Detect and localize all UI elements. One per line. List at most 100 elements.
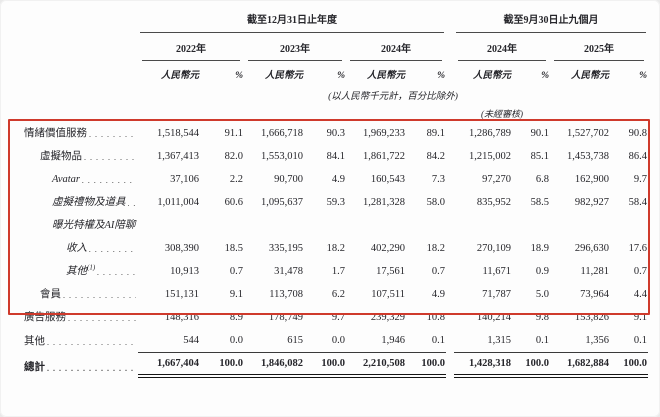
col-currency: 人民幣元: [570, 71, 609, 81]
table-row: 情緒價值服務 1,518,544 91.1 1,666,718 90.3 1,969,23…: [12, 122, 648, 145]
amount-cell: 73,964: [580, 289, 609, 300]
amount-cell: 1,011,004: [157, 197, 199, 208]
amount-cell: 1,969,233: [363, 128, 405, 139]
percent-cell: 10.8: [426, 312, 445, 323]
amount-cell: 1,281,328: [363, 197, 405, 208]
percent-cell: 9.1: [633, 312, 647, 323]
table-body: 情緒價值服務 1,518,544 91.1 1,666,718 90.3 1,969,23…: [12, 122, 648, 381]
table-row: 虛擬物品 1,367,413 82.0 1,553,010 84.1 1,861,722 8…: [12, 145, 648, 168]
amount-cell: 239,329: [370, 312, 405, 323]
percent-cell: 89.1: [426, 128, 445, 139]
amount-cell: 140,214: [476, 312, 511, 323]
amount-cell: 151,131: [164, 289, 199, 300]
amount-cell: 153,826: [574, 312, 609, 323]
year-2023: 2023年: [248, 39, 342, 61]
percent-cell: 0.0: [200, 329, 244, 353]
percent-cell: 18.9: [530, 243, 549, 254]
amount-cell: 1,667,404: [138, 354, 200, 378]
amount-cell: 1,527,702: [567, 128, 609, 139]
table-header-groups: 截至12月31日止年度 截至9月30日止九個月: [12, 10, 648, 33]
row-label: 廣告服務: [12, 306, 138, 329]
amount-cell: 835,952: [476, 197, 511, 208]
table-row: 虛擬禮物及道具 1,011,004 60.6 1,095,637 59.3 1,281,3…: [12, 191, 648, 214]
table-header-years: 2022年 2023年 2024年 2024年 2025年: [12, 39, 648, 61]
amount-cell: 17,561: [376, 266, 405, 277]
year-2025-interim: 2025年: [554, 39, 644, 61]
amount-cell: 160,543: [370, 174, 405, 185]
table-row: 廣告服務 148,316 8.9 178,749 9.7 239,329 10.8 140,2…: [12, 306, 648, 329]
header-group-interim: 截至9月30日止九個月: [456, 10, 646, 33]
units-note: (以人民幣千元計，百分比除外): [328, 92, 458, 102]
dot-leader: [47, 356, 136, 379]
percent-cell: 0.1: [406, 329, 446, 353]
percent-cell: 82.0: [224, 151, 243, 162]
row-label: 總計: [12, 356, 138, 379]
amount-cell: 1,846,082: [244, 354, 304, 378]
amount-cell: 11,281: [580, 266, 610, 277]
amount-cell: 31,478: [274, 266, 303, 277]
percent-cell: 0.9: [535, 266, 549, 277]
percent-cell: 4.9: [431, 289, 445, 300]
percent-cell: 9.8: [535, 312, 549, 323]
percent-cell: 59.3: [326, 197, 345, 208]
percent-cell: 0.1: [512, 329, 550, 353]
amount-cell: 1,367,413: [157, 151, 199, 162]
amount-cell: 37,106: [170, 174, 199, 185]
row-label: 虛擬禮物及道具: [12, 191, 138, 214]
units-note-row: (以人民幣千元計，百分比除外): [12, 85, 648, 107]
percent-cell: 2.2: [229, 174, 243, 185]
col-percent: %: [235, 71, 243, 81]
percent-cell: 4.4: [633, 289, 647, 300]
percent-cell: 100.0: [610, 354, 648, 378]
table-row: 曝光特權及AI陪聊: [12, 214, 648, 237]
row-label: 其他(1): [12, 260, 138, 283]
percent-cell: 5.0: [535, 289, 549, 300]
percent-cell: 7.3: [431, 174, 445, 185]
row-label: 曝光特權及AI陪聊: [52, 220, 136, 231]
percent-cell: 84.2: [426, 151, 445, 162]
percent-cell: 18.5: [224, 243, 243, 254]
dot-leader: [82, 168, 136, 191]
percent-cell: 58.4: [628, 197, 647, 208]
amount-cell: 1,946: [346, 329, 406, 353]
header-group-annual: 截至12月31日止年度: [140, 10, 444, 33]
percent-cell: 17.6: [628, 243, 647, 254]
table-row: 收入 308,390 18.5 335,195 18.2 402,290 18.2 270,1…: [12, 237, 648, 260]
amount-cell: 1,428,318: [454, 354, 512, 378]
table-row: 會員 151,131 9.1 113,708 6.2 107,511 4.9 71,787 5.…: [12, 283, 648, 306]
percent-cell: 0.7: [633, 266, 647, 277]
row-label: 虛擬物品: [12, 145, 138, 168]
table-row: Avatar 37,106 2.2 90,700 4.9 160,543 7.3 97,270…: [12, 168, 648, 191]
amount-cell: 11,671: [482, 266, 512, 277]
percent-cell: 6.2: [331, 289, 345, 300]
year-2024-interim: 2024年: [458, 39, 546, 61]
col-currency: 人民幣元: [160, 71, 199, 81]
amount-cell: 615: [244, 329, 304, 353]
amount-cell: 982,927: [574, 197, 609, 208]
amount-cell: 1,095,637: [261, 197, 303, 208]
year-2022: 2022年: [142, 39, 240, 61]
percent-cell: 100.0: [200, 354, 244, 378]
percent-cell: 90.3: [326, 128, 345, 139]
percent-cell: 18.2: [426, 243, 445, 254]
amount-cell: 90,700: [274, 174, 303, 185]
percent-cell: 4.9: [331, 174, 345, 185]
percent-cell: 100.0: [304, 354, 346, 378]
amount-cell: 113,708: [269, 289, 303, 300]
row-label: 會員: [12, 283, 138, 306]
amount-cell: 1,861,722: [363, 151, 405, 162]
dot-leader: [68, 306, 136, 329]
amount-cell: 71,787: [482, 289, 511, 300]
percent-cell: 58.0: [426, 197, 445, 208]
amount-cell: 148,316: [164, 312, 199, 323]
row-label: 情緒價值服務: [12, 122, 138, 145]
amount-cell: 1,553,010: [261, 151, 303, 162]
amount-cell: 178,749: [268, 312, 303, 323]
dot-leader: [128, 191, 137, 214]
percent-cell: 85.1: [530, 151, 549, 162]
percent-cell: 0.1: [610, 329, 648, 353]
percent-cell: 86.4: [628, 151, 647, 162]
percent-cell: 8.9: [229, 312, 243, 323]
amount-cell: 2,210,508: [346, 354, 406, 378]
